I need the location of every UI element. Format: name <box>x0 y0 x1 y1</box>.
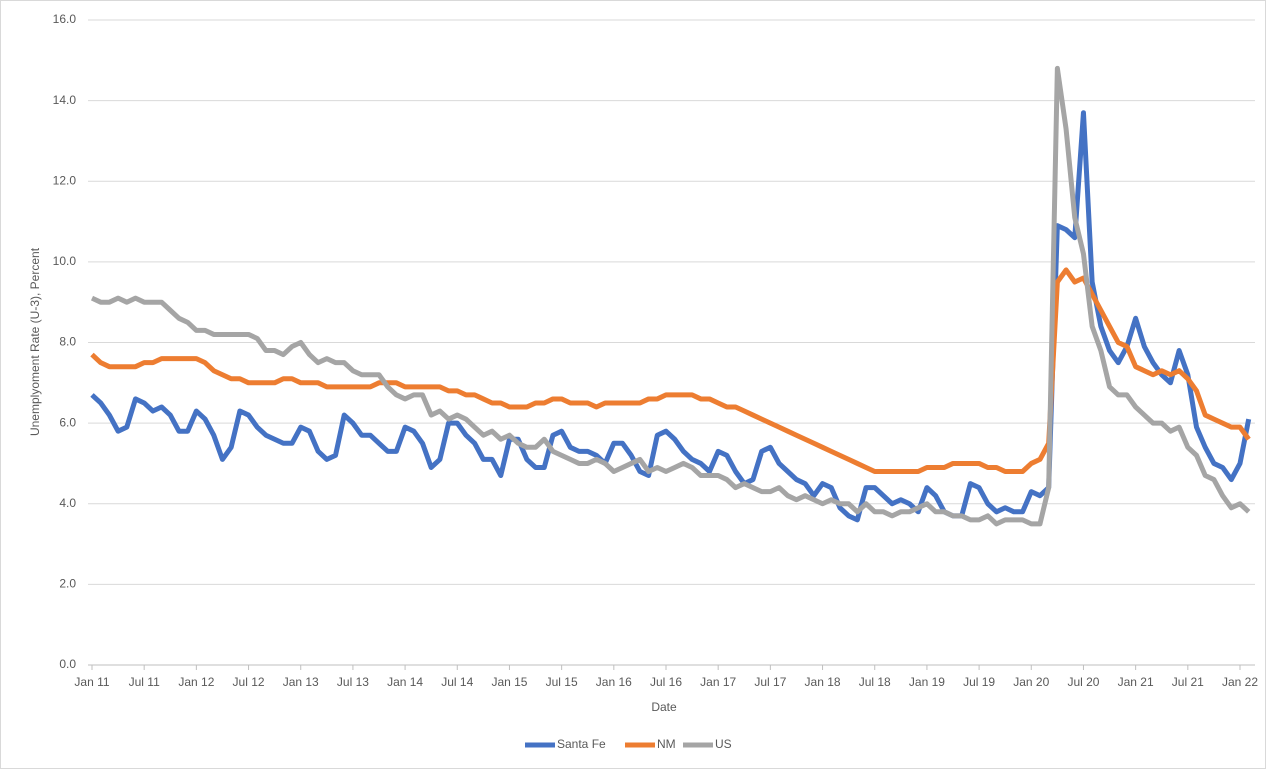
y-tick-label: 8.0 <box>59 335 76 349</box>
x-axis-title: Date <box>651 700 677 714</box>
y-tick-label: 6.0 <box>59 415 76 429</box>
x-tick-label: Jul 16 <box>650 675 682 689</box>
x-tick-label: Jan 14 <box>387 675 423 689</box>
line-series <box>90 110 1252 523</box>
y-axis-title: Unemplyoment Rate (U-3), Percent <box>28 247 42 436</box>
line-series <box>90 267 1251 474</box>
x-tick-label: Jan 12 <box>178 675 214 689</box>
y-tick-label: 12.0 <box>53 173 77 187</box>
x-tick-label: Jan 21 <box>1118 675 1154 689</box>
legend-label: US <box>715 737 732 751</box>
x-tick-label: Jul 15 <box>546 675 578 689</box>
line-series <box>90 65 1251 527</box>
x-tick-label: Jan 18 <box>805 675 841 689</box>
y-tick-label: 16.0 <box>53 12 77 26</box>
x-tick-label: Jan 16 <box>596 675 632 689</box>
x-tick-label: Jul 14 <box>441 675 473 689</box>
y-tick-label: 10.0 <box>53 254 77 268</box>
y-tick-label: 2.0 <box>59 577 76 591</box>
x-tick-label: Jan 15 <box>491 675 527 689</box>
x-tick-label: Jan 20 <box>1013 675 1049 689</box>
legend-label: NM <box>657 737 676 751</box>
y-tick-label: 14.0 <box>53 93 77 107</box>
x-tick-label: Jul 20 <box>1067 675 1099 689</box>
legend-label: Santa Fe <box>557 737 606 751</box>
y-tick-label: 0.0 <box>59 657 76 671</box>
x-tick-label: Jul 11 <box>129 675 160 689</box>
x-tick-label: Jan 13 <box>283 675 319 689</box>
x-tick-label: Jan 11 <box>74 675 109 689</box>
x-tick-label: Jul 13 <box>337 675 369 689</box>
x-tick-label: Jul 17 <box>754 675 786 689</box>
x-tick-label: Jan 19 <box>909 675 945 689</box>
x-tick-label: Jul 12 <box>233 675 265 689</box>
x-tick-label: Jan 17 <box>700 675 736 689</box>
x-tick-label: Jan 22 <box>1222 675 1258 689</box>
x-tick-label: Jul 19 <box>963 675 995 689</box>
x-tick-label: Jul 18 <box>859 675 891 689</box>
y-tick-label: 4.0 <box>59 496 76 510</box>
x-tick-label: Jul 21 <box>1172 675 1204 689</box>
